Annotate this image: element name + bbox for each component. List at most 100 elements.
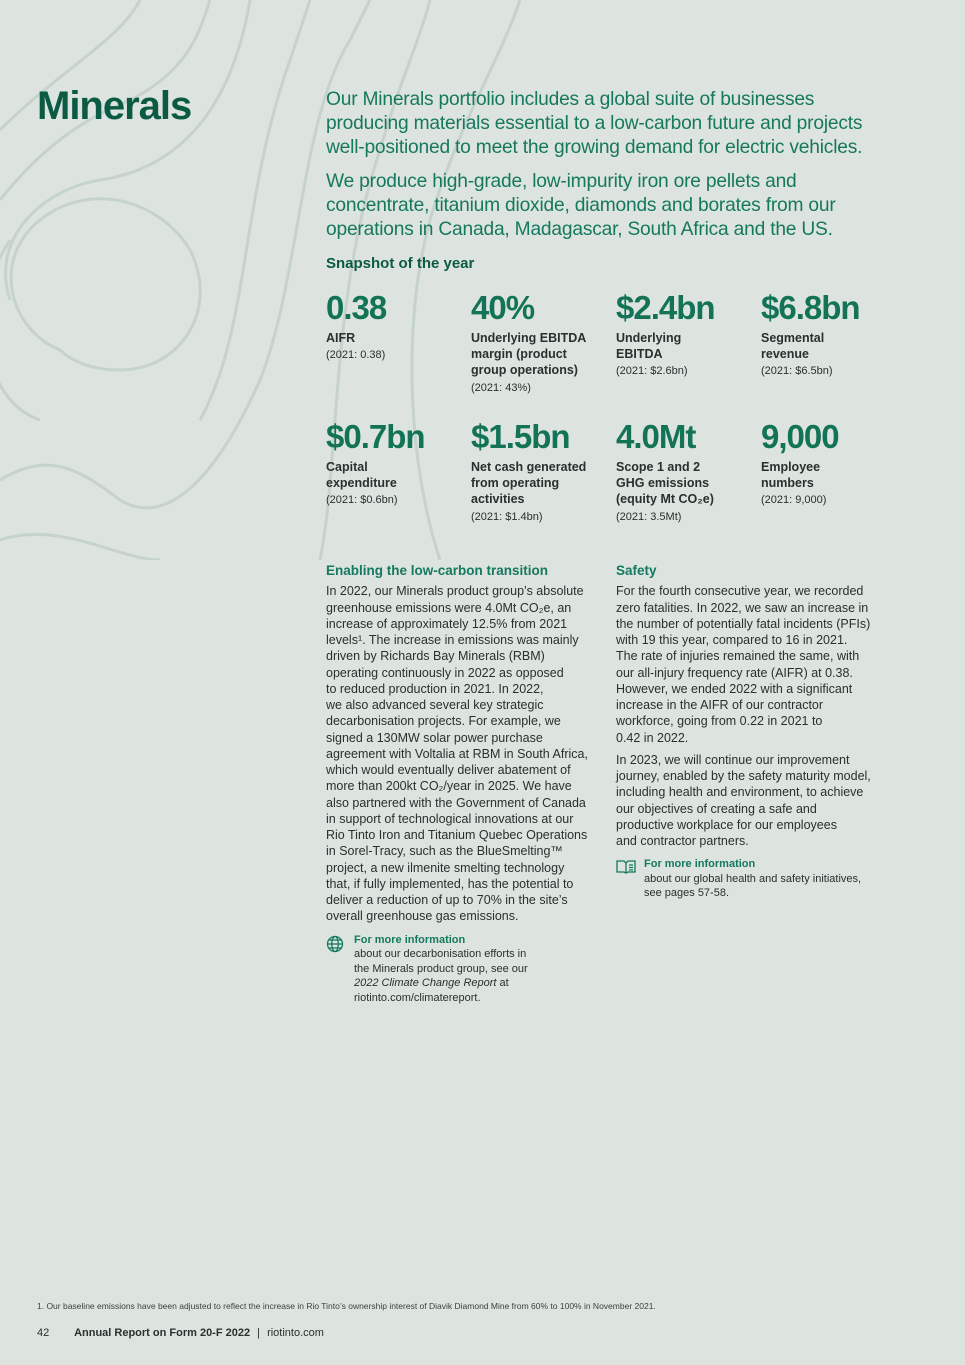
stat-value: 40% xyxy=(471,289,535,326)
body-line: and contractor partners. xyxy=(616,834,749,848)
intro-line: producing materials essential to a low-c… xyxy=(326,113,863,135)
body-line: overall greenhouse gas emissions. xyxy=(326,909,519,924)
body-line: driven by Richards Bay Minerals (RBM) xyxy=(326,649,545,664)
stat-prior-year: (2021: 3.5Mt) xyxy=(616,510,682,523)
body-line: signed a 130MW solar power purchase xyxy=(326,730,543,745)
body-line: more than 200kt CO₂/year in 2025. We hav… xyxy=(326,779,572,794)
stat-label-line: numbers xyxy=(761,476,814,491)
more-info-line: the Minerals product group, see our xyxy=(354,962,528,975)
safety-heading: Safety xyxy=(616,563,657,578)
body-line: our all-injury frequency rate (AIFR) at … xyxy=(616,665,853,680)
stat-label: Capital expenditure xyxy=(326,459,466,491)
stat-label: Underlying EBITDA margin (product group op… xyxy=(471,330,611,379)
body-line: increase in the AIFR of our contractor xyxy=(616,698,824,712)
body-line: agreement with Voltalia at RBM in South … xyxy=(326,746,588,761)
more-info-heading: For more information xyxy=(354,933,466,946)
stat-label: Scope 1 and 2 GHG emissions (equity Mt CO₂… xyxy=(616,459,756,508)
stat-prior-year: (2021: 9,000) xyxy=(761,494,827,507)
more-info-heading: For more information xyxy=(644,858,756,871)
body-line: However, we ended 2022 with a significan… xyxy=(616,681,853,696)
stat-label-line: expenditure xyxy=(326,476,397,491)
low-carbon-body: In 2022, our Minerals product group’s ab… xyxy=(326,583,606,924)
stat-label-line: Capital xyxy=(326,460,368,474)
safety-paragraph-2: In 2023, we will continue our improvemen… xyxy=(616,752,896,850)
stat-prior-year: (2021: $0.6bn) xyxy=(326,494,398,507)
body-line: operating continuously in 2022 as oppose… xyxy=(326,665,564,680)
body-line: we also advanced several key strategic xyxy=(326,698,544,712)
stat-label-line: Net cash generated xyxy=(471,460,587,474)
body-line: deliver a reduction of up to 70% in the … xyxy=(326,893,568,907)
stat-card: 9,000 Employee numbers (2021: 9,000) xyxy=(761,419,901,508)
stat-label: Segmental revenue xyxy=(761,330,901,362)
stat-label: Net cash generated from operating activiti… xyxy=(471,459,611,508)
body-line: The rate of injuries remained the same, … xyxy=(616,649,860,664)
intro-paragraph-1: Our Minerals portfolio includes a global… xyxy=(326,88,926,161)
stat-prior-year: (2021: 0.38) xyxy=(326,349,386,362)
stat-value: 0.38 xyxy=(326,289,387,326)
body-line: 0.42 in 2022. xyxy=(616,730,689,745)
climate-report-link[interactable]: riotinto.com/climatereport. xyxy=(354,991,481,1004)
body-line: increase of approximately 12.5% from 202… xyxy=(326,616,568,631)
stat-value: $1.5bn xyxy=(471,418,571,455)
stat-label: AIFR xyxy=(326,330,466,346)
body-line: In 2023, we will continue our improvemen… xyxy=(616,752,850,767)
body-line: the number of potentially fatal incident… xyxy=(616,616,871,631)
stat-label-line: from operating xyxy=(471,476,560,491)
body-line: that, if fully implemented, has the pote… xyxy=(326,876,574,891)
globe-icon xyxy=(326,935,344,952)
footer-website[interactable]: riotinto.com xyxy=(267,1327,324,1339)
stat-label: Employee numbers xyxy=(761,459,901,491)
body-line: journey, enabled by the safety maturity … xyxy=(616,769,871,783)
stat-card: 0.38 AIFR (2021: 0.38) xyxy=(326,290,466,363)
stat-value: $0.7bn xyxy=(326,418,426,455)
more-info-line: about our decarbonisation efforts in xyxy=(354,948,527,960)
stat-label-line: activities xyxy=(471,492,525,507)
body-line: which would eventually deliver abatement… xyxy=(326,763,571,777)
stat-label-line: revenue xyxy=(761,347,809,362)
intro-paragraph-2: We produce high-grade, low-impurity iron… xyxy=(326,170,926,243)
climate-report-title: 2022 Climate Change Report xyxy=(354,977,497,989)
body-line: workforce, going from 0.22 in 2021 to xyxy=(616,714,823,729)
safety-paragraph-1: For the fourth consecutive year, we reco… xyxy=(616,583,896,746)
stat-prior-year: (2021: $1.4bn) xyxy=(471,510,543,523)
stat-prior-year: (2021: $6.5bn) xyxy=(761,365,833,378)
book-icon xyxy=(616,860,636,875)
stat-card: 4.0Mt Scope 1 and 2 GHG emissions (equity M… xyxy=(616,419,756,525)
stat-label-line: Scope 1 and 2 xyxy=(616,460,701,474)
low-carbon-heading: Enabling the low-carbon transition xyxy=(326,563,549,578)
stat-value: 9,000 xyxy=(761,418,840,455)
intro-line: We produce high-grade, low-impurity iron… xyxy=(326,170,797,192)
stat-value: $2.4bn xyxy=(616,289,716,326)
stat-card: 40% Underlying EBITDA margin (product group… xyxy=(471,290,611,396)
stat-label-line: Underlying xyxy=(616,331,682,345)
more-info-at: at xyxy=(496,977,509,989)
body-line: decarbonisation projects. For example, w… xyxy=(326,714,561,729)
stat-label-line: group operations) xyxy=(471,363,578,378)
body-line: productive workplace for our employees xyxy=(616,817,837,832)
body-line: with 19 this year, compared to 16 in 202… xyxy=(616,633,848,647)
intro-line: well-positioned to meet the growing dema… xyxy=(326,137,863,159)
intro-text: Our Minerals portfolio includes a global… xyxy=(326,88,926,251)
page-number: 42 xyxy=(37,1327,50,1339)
body-line: our objectives of creating a safe and xyxy=(616,801,817,816)
stat-label-line: Segmental xyxy=(761,331,825,345)
intro-line: Our Minerals portfolio includes a global… xyxy=(326,89,815,110)
body-line: project, a new ilmenite smelting technol… xyxy=(326,860,565,875)
stat-label-line: Underlying EBITDA xyxy=(471,331,587,345)
body-line: For the fourth consecutive year, we reco… xyxy=(616,584,864,599)
body-line: zero fatalities. In 2022, we saw an incr… xyxy=(616,600,869,615)
body-line: including health and environment, to ach… xyxy=(616,785,864,800)
low-carbon-section: Enabling the low-carbon transition In 20… xyxy=(326,563,606,1005)
more-info-line: see pages 57-58. xyxy=(644,887,730,900)
body-line: also partnered with the Government of Ca… xyxy=(326,795,586,810)
stat-label: Underlying EBITDA xyxy=(616,330,756,362)
stat-value: $6.8bn xyxy=(761,289,861,326)
body-line: Rio Tinto Iron and Titanium Quebec Opera… xyxy=(326,828,588,842)
stat-card: $2.4bn Underlying EBITDA (2021: $2.6bn) xyxy=(616,290,756,379)
body-line: levels¹. The increase in emissions was m… xyxy=(326,633,579,647)
stat-card: $0.7bn Capital expenditure (2021: $0.6bn) xyxy=(326,419,466,508)
body-line: in support of technological innovations … xyxy=(326,811,574,826)
stat-prior-year: (2021: $2.6bn) xyxy=(616,365,688,378)
page-title: Minerals xyxy=(37,84,192,128)
stat-label-line: AIFR xyxy=(326,331,356,345)
